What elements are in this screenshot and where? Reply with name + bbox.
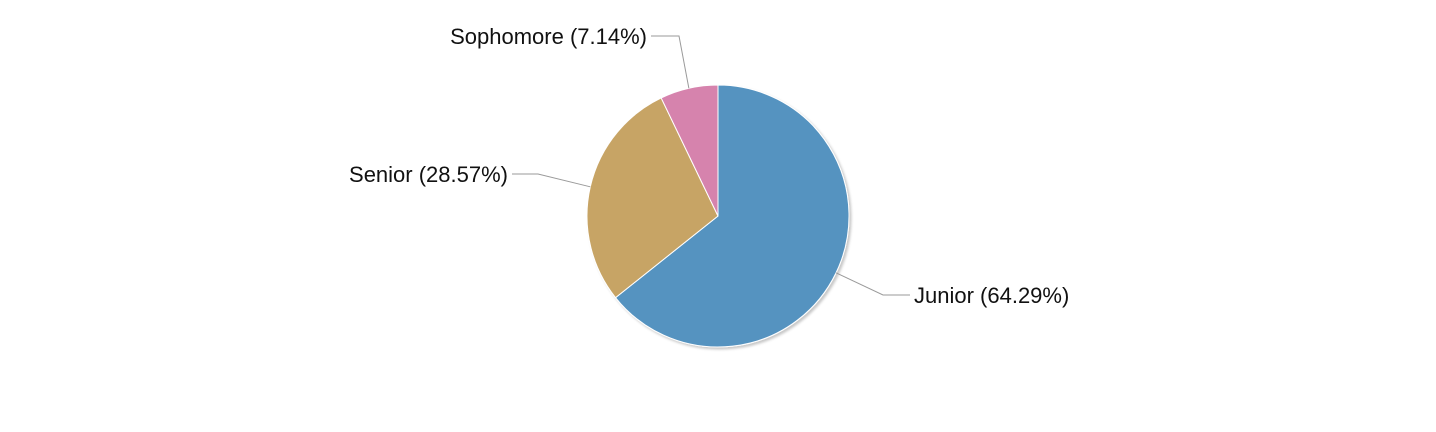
pie-slices: [586, 84, 850, 348]
slice-label-sophomore: Sophomore (7.14%): [450, 24, 647, 49]
leader-line-junior: [835, 272, 910, 296]
leader-line-sophomore: [651, 35, 690, 89]
slice-label-senior: Senior (28.57%): [349, 162, 508, 187]
leader-line-senior: [512, 173, 591, 188]
slice-label-junior: Junior (64.29%): [914, 283, 1069, 308]
pie-slice-sophomore[interactable]: [660, 84, 719, 217]
pie-leader-lines: [512, 35, 910, 296]
pie-labels: Junior (64.29%) Senior (28.57%) Sophomore …: [349, 24, 1069, 308]
pie-slice-senior[interactable]: [586, 97, 719, 299]
